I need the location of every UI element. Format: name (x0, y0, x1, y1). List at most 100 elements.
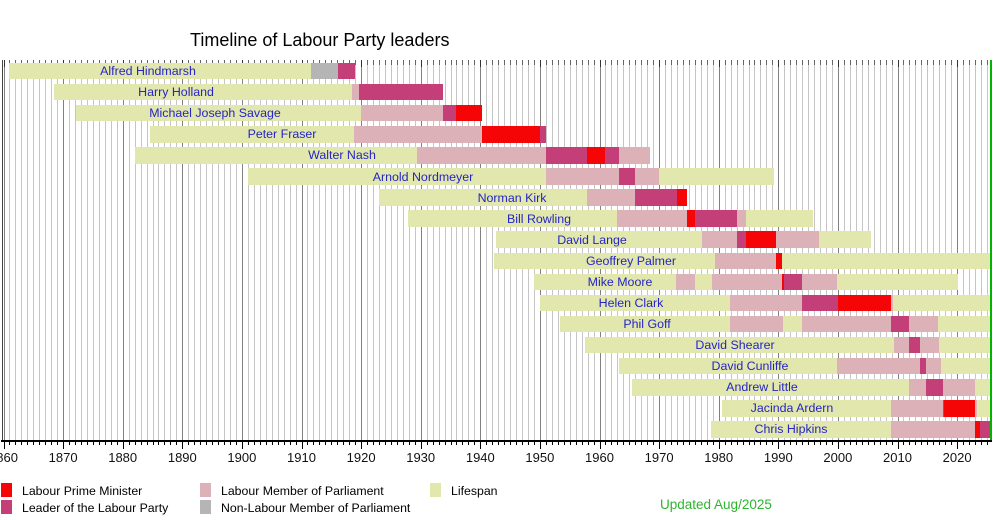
top-tick (706, 60, 708, 65)
minor-axis-tick (504, 441, 506, 445)
timeline-bar-mp (890, 421, 991, 438)
top-tick (778, 60, 780, 67)
year-gridline (218, 60, 220, 441)
minor-axis-tick (146, 441, 148, 445)
year-gridline (140, 60, 142, 441)
leader-name-label: David Cunliffe (711, 359, 789, 374)
minor-axis-tick (623, 441, 625, 445)
timeline-bar-leader (619, 168, 635, 185)
minor-axis-tick (343, 441, 345, 445)
minor-axis-tick (939, 441, 941, 445)
top-tick (963, 60, 965, 65)
decade-gridline (599, 60, 601, 441)
timeline-bar-leader (926, 379, 943, 396)
top-tick (814, 60, 816, 65)
year-gridline (676, 60, 678, 441)
top-tick (605, 60, 607, 65)
top-tick (313, 60, 315, 65)
year-gridline (885, 60, 887, 441)
x-axis-tick-label: 1950 (525, 450, 555, 465)
top-tick (45, 60, 47, 65)
decade-gridline (718, 60, 720, 441)
minor-axis-tick (557, 441, 559, 445)
minor-axis-tick (951, 441, 953, 445)
top-tick (396, 60, 398, 65)
top-tick (957, 60, 959, 67)
year-gridline (522, 60, 524, 441)
minor-axis-tick (134, 441, 136, 445)
year-gridline (510, 60, 512, 441)
legend-label: Lifespan (451, 483, 498, 498)
x-axis-tick-label: 1910 (287, 450, 316, 465)
top-tick (212, 60, 214, 65)
major-axis-tick (122, 441, 124, 449)
minor-axis-tick (277, 441, 279, 445)
minor-axis-tick (575, 441, 577, 445)
decade-gridline (301, 60, 303, 441)
leader-name-label: David Lange (557, 232, 627, 247)
year-gridline (635, 60, 637, 441)
major-axis-tick (3, 441, 5, 449)
minor-axis-tick (200, 441, 202, 445)
minor-axis-tick (516, 441, 518, 445)
major-axis-tick (659, 441, 661, 449)
year-gridline (224, 60, 226, 441)
minor-axis-tick (158, 441, 160, 445)
year-gridline (259, 60, 261, 441)
year-gridline (593, 60, 595, 441)
top-tick (891, 60, 893, 65)
year-gridline (325, 60, 327, 441)
year-gridline (390, 60, 392, 441)
leader-name-label: Alfred Hindmarsh (100, 64, 196, 79)
year-gridline (814, 60, 816, 441)
timeline-bar-pm (686, 210, 695, 227)
year-gridline (396, 60, 398, 441)
year-gridline (378, 60, 380, 441)
major-axis-tick (420, 441, 422, 449)
minor-axis-tick (563, 441, 565, 445)
year-gridline (253, 60, 255, 441)
timeline-bar-leader (890, 315, 910, 333)
minor-axis-tick (21, 441, 23, 445)
year-gridline (337, 60, 339, 441)
top-tick (539, 60, 541, 67)
timeline-bar-mp (545, 168, 659, 185)
year-gridline (551, 60, 553, 441)
x-axis-tick-label: 1860 (0, 450, 18, 465)
top-tick (659, 60, 661, 67)
minor-axis-tick (462, 441, 464, 445)
minor-axis-tick (373, 441, 375, 445)
top-tick (563, 60, 565, 65)
minor-axis-tick (402, 441, 404, 445)
year-gridline (945, 60, 947, 441)
top-tick (945, 60, 947, 65)
minor-axis-tick (706, 441, 708, 445)
x-axis-tick-label: 1960 (585, 450, 614, 465)
leader-name-label: Bill Rowling (506, 211, 572, 226)
minor-axis-tick (378, 441, 380, 445)
minor-axis-tick (295, 441, 297, 445)
year-gridline (867, 60, 869, 441)
timeline-bar-leader (546, 147, 619, 164)
year-gridline (229, 60, 231, 441)
top-tick (796, 60, 798, 65)
top-tick (367, 60, 369, 65)
timeline-bar-pm (481, 126, 540, 143)
top-tick (247, 60, 249, 65)
minor-axis-tick (921, 441, 923, 445)
year-gridline (665, 60, 667, 441)
year-gridline (760, 60, 762, 441)
top-tick (575, 60, 577, 65)
year-gridline (891, 60, 893, 441)
top-tick (921, 60, 923, 65)
legend-swatch-leader (1, 500, 12, 514)
top-tick (253, 60, 255, 65)
legend-swatch-pm (1, 483, 12, 497)
minor-axis-tick (456, 441, 458, 445)
top-tick (486, 60, 488, 65)
year-gridline (80, 60, 82, 441)
x-axis-tick-label: 1880 (108, 450, 138, 465)
minor-axis-tick (879, 441, 881, 445)
year-gridline (587, 60, 589, 441)
